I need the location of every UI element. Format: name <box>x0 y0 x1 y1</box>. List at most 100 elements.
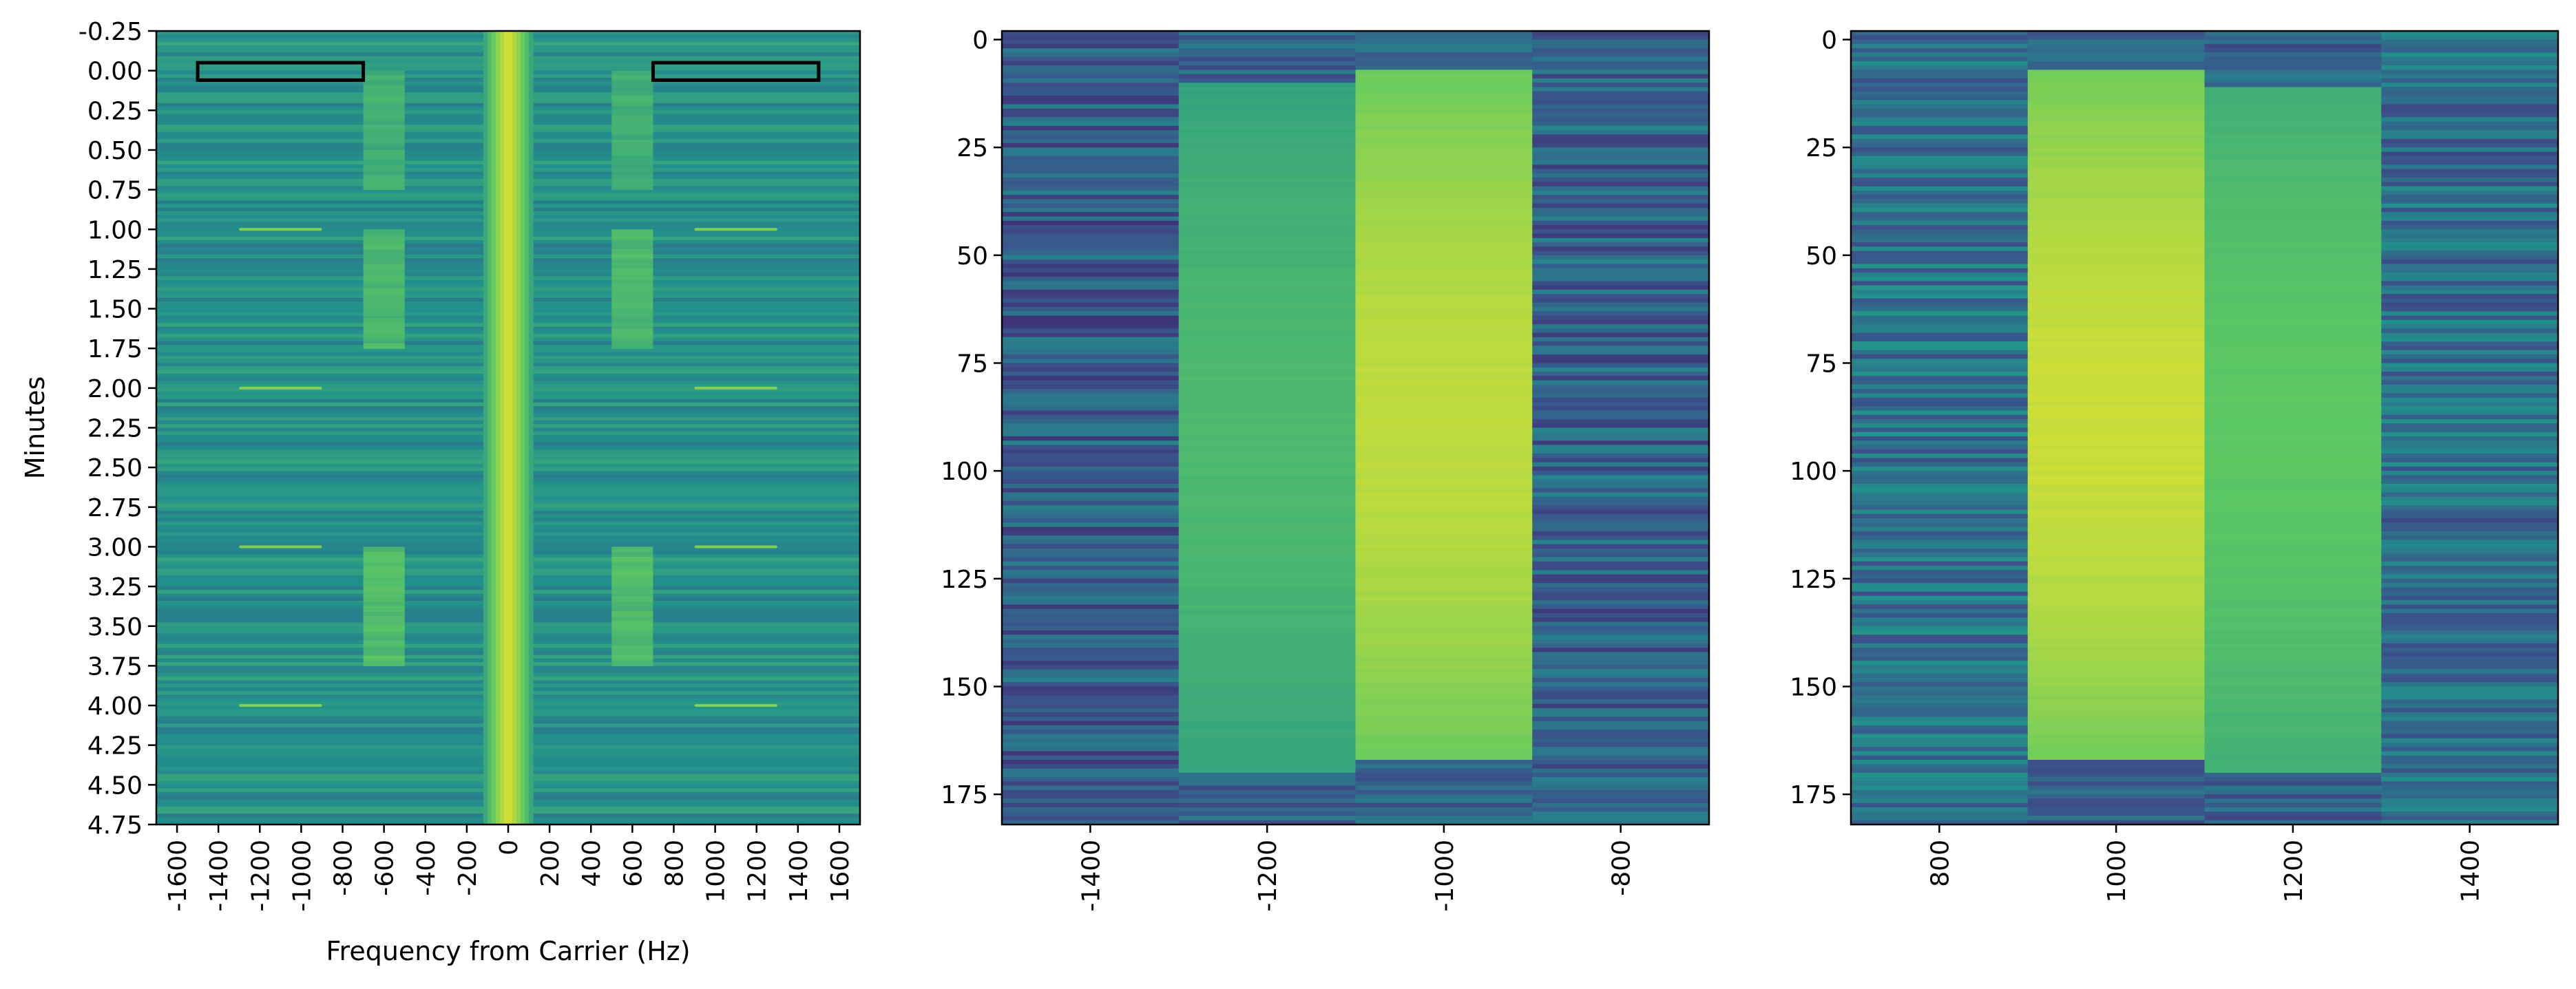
heatmap-cell <box>1178 255 1357 260</box>
tone-band-cell <box>611 105 653 111</box>
tone-band-cell <box>363 338 405 344</box>
heatmap-cell <box>1851 319 2029 325</box>
heatmap-cell <box>1178 328 1357 334</box>
heatmap-cell <box>1002 397 1180 403</box>
y-tick-label: 4.50 <box>87 772 143 800</box>
heatmap-cell <box>2381 665 2559 670</box>
heatmap-cell <box>2381 613 2559 618</box>
heatmap-cell <box>1002 548 1180 553</box>
heatmap-cell <box>2381 376 2559 381</box>
heatmap-cell <box>1178 751 1357 756</box>
tone-band-cell <box>363 318 405 324</box>
heatmap-cell <box>2204 690 2382 696</box>
heatmap-cell <box>1002 268 1180 273</box>
heatmap-cell <box>1002 781 1180 787</box>
heatmap-cell <box>1002 414 1180 420</box>
heatmap-cell <box>2027 277 2206 282</box>
tone-band-cell <box>363 621 405 627</box>
heatmap-cell <box>1178 359 1357 364</box>
heatmap-cell <box>2027 613 2206 618</box>
heatmap-cell <box>1851 669 2029 674</box>
heatmap-cell <box>2204 203 2382 209</box>
tone-band-cell <box>611 546 653 553</box>
heatmap-cell <box>2381 608 2559 614</box>
heatmap-cell <box>1002 242 1180 247</box>
heatmap-cell <box>1532 61 1710 66</box>
heatmap-cell <box>1851 708 2029 713</box>
heatmap-cell <box>1851 285 2029 290</box>
heatmap-cell <box>2381 285 2559 290</box>
heatmap-cell <box>2027 372 2206 376</box>
heatmap-cell <box>1355 31 1533 36</box>
heatmap-cell <box>1851 281 2029 286</box>
tone-band-cell <box>363 234 405 240</box>
heatmap-cell <box>2381 307 2559 312</box>
heatmap-cell <box>2381 423 2559 429</box>
x-tick-label: -1400 <box>1077 840 1105 912</box>
heatmap-cell <box>2204 643 2382 648</box>
heatmap-cell <box>2204 259 2382 264</box>
heatmap-cell <box>1532 307 1710 312</box>
heatmap-cell <box>2027 721 2206 726</box>
heatmap-cell <box>2381 518 2559 523</box>
heatmap-cell <box>1851 777 2029 782</box>
heatmap-cell <box>1851 367 2029 372</box>
heatmap-cell <box>1532 734 1710 739</box>
heatmap-cell <box>1002 747 1180 752</box>
heatmap-cell <box>2204 781 2382 787</box>
heatmap-cell <box>1178 224 1357 230</box>
heatmap-cell <box>1355 466 1533 471</box>
heatmap-cell <box>1851 43 2029 49</box>
heatmap-cell <box>2204 509 2382 515</box>
heatmap-cell <box>1002 294 1180 299</box>
heatmap-cell <box>1532 207 1710 213</box>
heatmap-cell <box>2381 367 2559 372</box>
heatmap-cell <box>1851 522 2029 528</box>
heatmap-cell <box>1532 483 1710 489</box>
heatmap-cell <box>2381 427 2559 433</box>
heatmap-cell <box>1851 406 2029 412</box>
heatmap-cell <box>1851 432 2029 437</box>
heatmap-cell <box>2027 544 2206 549</box>
heatmap-cell <box>2204 496 2382 502</box>
heatmap-cell <box>1532 281 1710 286</box>
heatmap-cell <box>1002 690 1180 696</box>
heatmap-cell <box>2381 751 2559 756</box>
heatmap-cell <box>2381 708 2559 713</box>
heatmap-cell <box>2027 212 2206 217</box>
heatmap-cell <box>2204 471 2382 476</box>
heatmap-cell <box>1532 130 1710 135</box>
heatmap-cell <box>1002 522 1180 528</box>
heatmap-cell <box>1532 574 1710 579</box>
heatmap-cell <box>2381 578 2559 584</box>
heatmap-cell <box>2027 315 2206 321</box>
heatmap-cell <box>1002 164 1180 170</box>
heatmap-cell <box>1002 608 1180 614</box>
heatmap-cell <box>2027 772 2206 778</box>
heatmap-cell <box>1355 151 1533 157</box>
heatmap-cell <box>1851 760 2029 765</box>
heatmap-cell <box>1851 117 2029 123</box>
heatmap-cell <box>2204 289 2382 295</box>
heatmap-cell <box>1532 48 1710 53</box>
heatmap-cell <box>2027 475 2206 480</box>
tone-band-cell <box>363 586 405 592</box>
heatmap-cell <box>1532 427 1710 433</box>
heatmap-cell <box>1002 173 1180 178</box>
heatmap-cell <box>2027 151 2206 157</box>
heatmap-cell <box>1532 337 1710 342</box>
heatmap-cell <box>2381 816 2559 821</box>
heatmap-cell <box>1002 48 1180 53</box>
heatmap-cell <box>1532 285 1710 290</box>
heatmap-cell <box>1355 703 1533 709</box>
heatmap-cell <box>1178 65 1357 70</box>
heatmap-cell <box>2381 410 2559 416</box>
heatmap-cell <box>1355 617 1533 623</box>
heatmap-cell <box>1002 751 1180 756</box>
heatmap-cell <box>2381 785 2559 791</box>
heatmap-cell <box>1355 600 1533 606</box>
tone-band-cell <box>611 110 653 116</box>
y-tick-label: 3.75 <box>87 652 143 681</box>
heatmap-cell <box>1002 777 1180 782</box>
heatmap-cell <box>2027 393 2206 398</box>
